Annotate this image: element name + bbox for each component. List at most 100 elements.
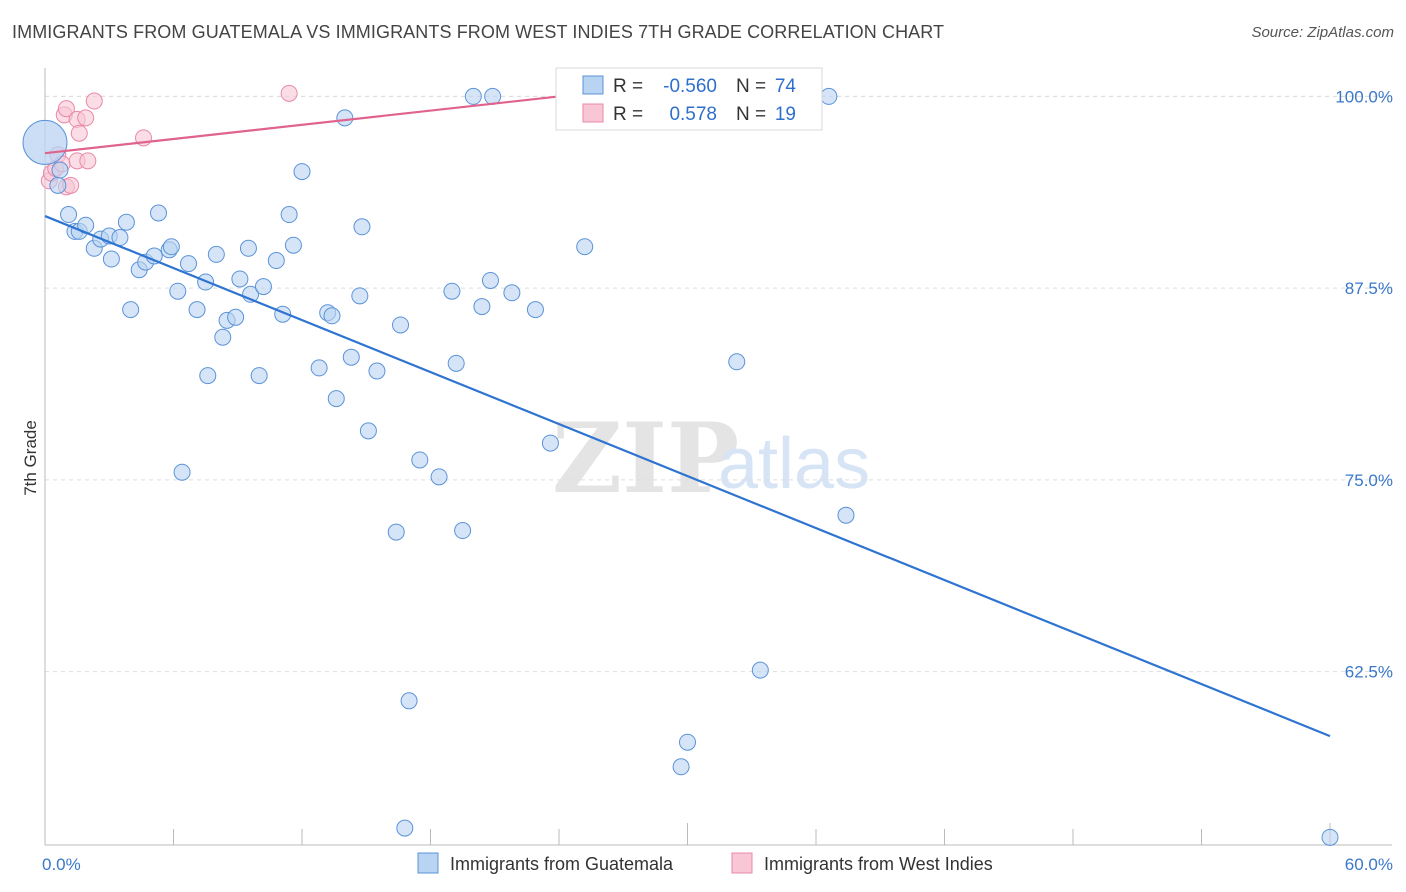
data-point: [188, 301, 206, 319]
legend-label-guatemala: Immigrants from Guatemala: [450, 854, 674, 874]
data-point: [169, 282, 187, 300]
data-point: [837, 506, 855, 524]
data-point: [751, 661, 769, 679]
data-point: [284, 236, 302, 254]
chart-source: Source: ZipAtlas.com: [1251, 24, 1394, 41]
data-point: [392, 316, 410, 334]
bottom-legend: Immigrants from Guatemala Immigrants fro…: [417, 852, 993, 874]
data-point: [280, 84, 298, 102]
stats-legend-box: R = -0.560 N = 74 R = 0.578 N = 19: [555, 67, 823, 131]
trend-line-blue: [44, 215, 1331, 738]
stats-n-value-blue: 74: [775, 76, 797, 97]
data-point: [327, 390, 345, 408]
data-point: [22, 119, 68, 165]
series-guatemala: [22, 87, 1339, 846]
data-point: [396, 819, 414, 837]
data-point: [79, 152, 97, 170]
stats-swatch-blue: [582, 75, 604, 95]
data-point: [77, 109, 95, 127]
data-point: [526, 301, 544, 319]
stats-r-value-blue: -0.560: [663, 76, 717, 97]
data-point: [310, 359, 328, 377]
data-point: [503, 284, 521, 302]
y-axis-label: 7th Grade: [21, 420, 40, 496]
legend-swatch-west-indies: [731, 852, 753, 874]
watermark: ZIP atlas: [552, 402, 870, 515]
data-point: [323, 307, 341, 325]
data-point: [1321, 828, 1339, 846]
axes: [44, 68, 1392, 846]
stats-n-value-pink: 19: [775, 104, 796, 125]
y-tick-label: 75.0%: [1345, 471, 1393, 490]
data-point: [443, 282, 461, 300]
x-tick-labels: 0.0% 60.0%: [42, 855, 1393, 874]
data-point: [254, 278, 272, 296]
chart-title: IMMIGRANTS FROM GUATEMALA VS IMMIGRANTS …: [12, 22, 945, 42]
data-point: [267, 252, 285, 270]
data-point: [336, 109, 354, 127]
data-point: [207, 245, 225, 263]
x-tick-label: 0.0%: [42, 855, 81, 874]
data-point: [447, 354, 465, 372]
data-point: [728, 353, 746, 371]
data-point: [293, 163, 311, 181]
data-point: [60, 206, 78, 224]
data-point: [411, 451, 429, 469]
data-point: [280, 206, 298, 224]
data-point: [473, 298, 491, 316]
data-point: [400, 692, 418, 710]
data-point: [150, 204, 168, 222]
data-point: [122, 301, 140, 319]
data-point: [820, 87, 838, 105]
data-point: [214, 328, 232, 346]
trend-lines: [44, 92, 1331, 738]
stats-r-label-blue: R =: [613, 76, 643, 97]
data-point: [117, 213, 135, 231]
data-point: [359, 422, 377, 440]
stats-r-label-pink: R =: [613, 104, 643, 125]
data-point: [162, 238, 180, 256]
data-point: [351, 287, 369, 305]
y-tick-label: 100.0%: [1335, 87, 1393, 106]
trend-line-pink: [44, 92, 587, 155]
data-point: [368, 362, 386, 380]
data-point: [387, 523, 405, 541]
legend-label-west-indies: Immigrants from West Indies: [764, 854, 993, 874]
stats-n-label-blue: N =: [736, 76, 766, 97]
data-point: [199, 367, 217, 385]
data-point: [179, 255, 197, 273]
data-point: [481, 271, 499, 289]
data-point: [672, 758, 690, 776]
data-point: [250, 367, 268, 385]
data-point: [484, 87, 502, 105]
data-point: [102, 250, 120, 268]
data-point: [49, 176, 67, 194]
data-point: [173, 463, 191, 481]
data-point: [353, 218, 371, 236]
data-point: [541, 434, 559, 452]
stats-n-label-pink: N =: [736, 104, 766, 125]
legend-swatch-guatemala: [417, 852, 439, 874]
x-tick-label: 60.0%: [1345, 855, 1393, 874]
data-point: [430, 468, 448, 486]
data-point: [85, 92, 103, 110]
data-point: [454, 522, 472, 540]
data-point: [57, 100, 75, 118]
data-point: [576, 238, 594, 256]
grid-lines: [45, 95, 1392, 673]
stats-r-value-pink: 0.578: [669, 104, 717, 125]
stats-swatch-pink: [582, 103, 604, 123]
y-tick-label: 62.5%: [1345, 663, 1393, 682]
data-point: [227, 308, 245, 326]
data-point: [51, 161, 69, 179]
data-point: [679, 733, 696, 751]
data-point: [342, 348, 360, 366]
watermark-atlas: atlas: [718, 424, 870, 504]
data-point: [70, 124, 88, 142]
y-tick-label: 87.5%: [1345, 279, 1393, 298]
data-point: [231, 270, 249, 288]
data-point: [464, 87, 482, 105]
data-point: [239, 239, 257, 257]
y-tick-labels: 100.0% 87.5% 75.0% 62.5%: [1335, 87, 1393, 681]
